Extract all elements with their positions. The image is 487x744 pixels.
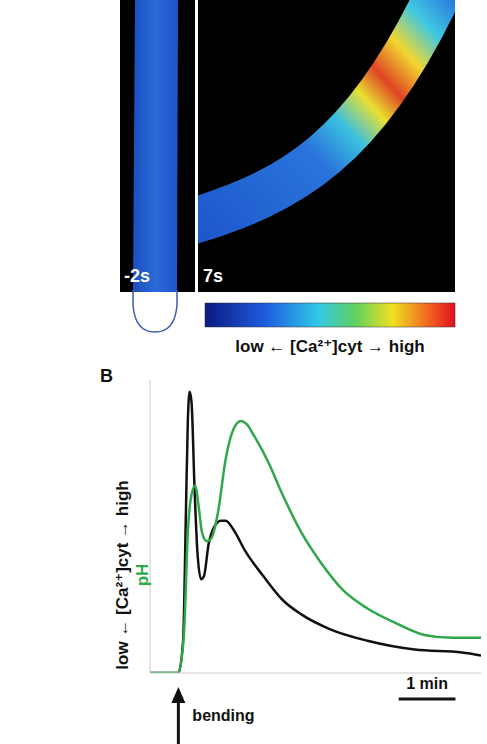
svg-text:1 min: 1 min (406, 675, 448, 692)
svg-text:B: B (100, 366, 113, 386)
svg-text:pH: pH (133, 564, 152, 587)
svg-text:bending: bending (192, 707, 254, 724)
svg-text:7s: 7s (203, 266, 223, 286)
svg-text:low ← [Ca²⁺]cyt → high: low ← [Ca²⁺]cyt → high (113, 480, 132, 669)
svg-text:-2s: -2s (124, 266, 150, 286)
svg-text:low ← [Ca²⁺]cyt → high: low ← [Ca²⁺]cyt → high (235, 337, 424, 356)
